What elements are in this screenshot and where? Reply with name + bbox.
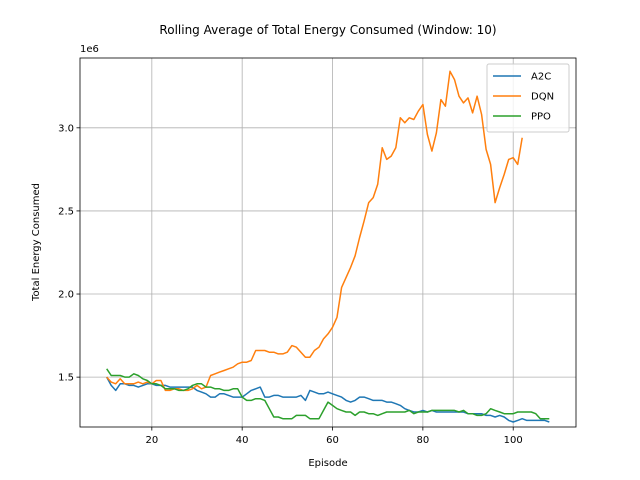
chart-title: Rolling Average of Total Energy Consumed…	[159, 23, 496, 37]
series-line-ppo	[106, 368, 550, 420]
series-line-a2c	[106, 376, 550, 423]
y-axis-label: Total Energy Consumed	[31, 183, 42, 302]
y-tick-label: 3.0	[58, 123, 74, 134]
plot-lines	[106, 70, 550, 423]
ticks: 20 40 60 80 100 1.5 2.0 2.5 3.0	[58, 123, 523, 446]
legend-label-ppo: PPO	[531, 112, 551, 123]
y-tick-label: 1.5	[58, 373, 74, 384]
x-tick-label: 60	[326, 435, 339, 446]
legend-label-a2c: A2C	[531, 72, 551, 83]
legend: A2C DQN PPO	[486, 63, 570, 133]
y-tick-label: 2.5	[58, 206, 74, 217]
legend-label-dqn: DQN	[531, 92, 554, 103]
y-tick-label: 2.0	[58, 290, 74, 301]
grid	[80, 58, 576, 427]
y-offset-label: 1e6	[80, 44, 99, 55]
x-tick-label: 80	[416, 435, 429, 446]
legend-frame	[486, 63, 570, 133]
x-tick-label: 20	[145, 435, 158, 446]
x-tick-label: 40	[236, 435, 249, 446]
x-tick-label: 100	[504, 435, 523, 446]
plot-frame	[79, 57, 577, 428]
x-axis-label: Episode	[308, 458, 347, 469]
